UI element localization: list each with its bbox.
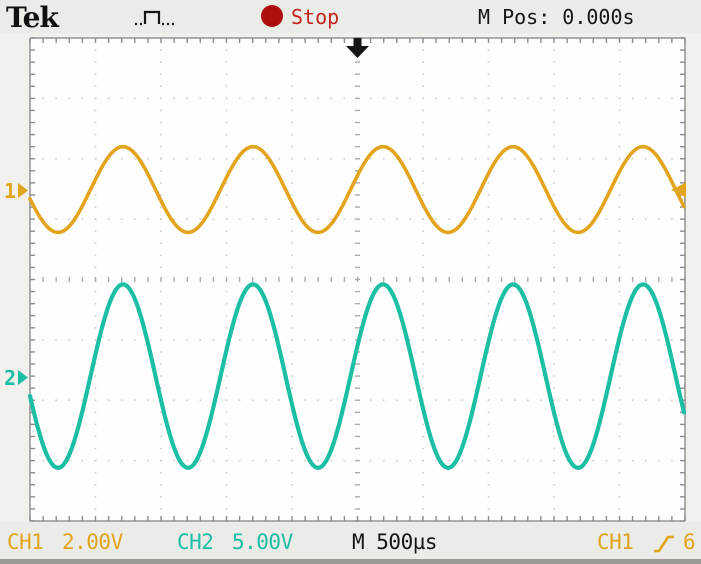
m-pos-readout: M Pos: 0.000s <box>478 5 635 29</box>
bottom-readout-bar <box>0 522 701 564</box>
trigger-level-readout-partial: 6 <box>683 530 695 554</box>
bottom-edge-line <box>0 559 701 564</box>
ch2-marker-label: 2 <box>4 366 16 390</box>
trace-ch1 <box>28 144 686 235</box>
ch2-readout-label: CH2 <box>177 530 213 554</box>
acquisition-state: Stop <box>291 5 339 29</box>
ch1-scale-readout: 2.00V <box>62 530 124 554</box>
waveform-traces <box>27 144 687 470</box>
trigger-level-arrow-icon <box>671 182 686 198</box>
ch1-marker-arrow-icon <box>18 183 28 198</box>
timebase-readout: M 500µs <box>352 530 437 554</box>
tek-logo: Tek <box>6 1 59 34</box>
ch2-scale-readout: 5.00V <box>232 530 294 554</box>
trace-ch2 <box>27 282 687 470</box>
top-status-bar <box>0 0 701 33</box>
ch2-marker-arrow-icon <box>18 370 28 385</box>
rising-edge-icon <box>654 535 674 553</box>
ch2-ground-marker: 2 <box>4 366 28 390</box>
trigger-source-readout: CH1 <box>597 530 633 554</box>
ch1-ground-marker: 1 <box>4 179 28 203</box>
trigger-position-marker <box>346 38 369 58</box>
stop-dot-icon <box>261 5 283 27</box>
ch1-readout-label: CH1 <box>7 530 43 554</box>
ch1-marker-label: 1 <box>4 179 16 203</box>
pulse-trigger-icon <box>135 10 174 26</box>
